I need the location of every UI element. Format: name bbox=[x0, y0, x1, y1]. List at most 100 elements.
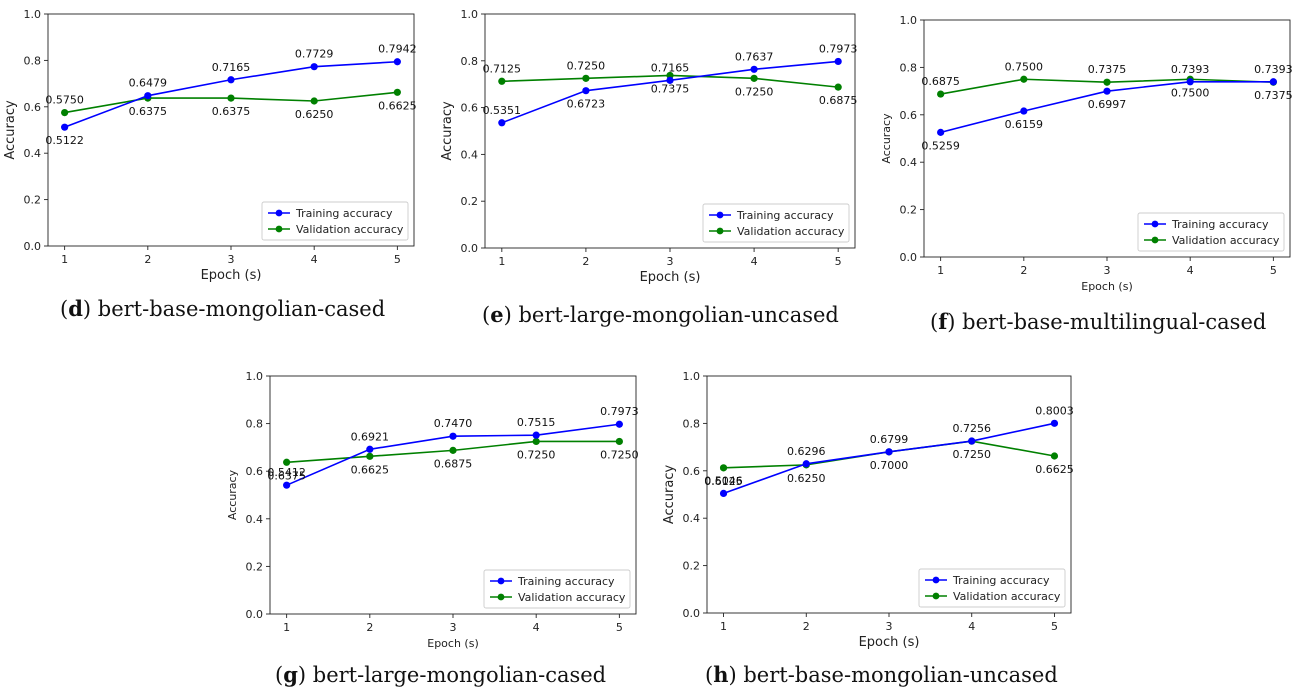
data-point bbox=[393, 88, 401, 96]
caption-h: (h) bert-base-mongolian-uncased bbox=[705, 662, 1058, 687]
x-tick-label: 5 bbox=[616, 621, 623, 634]
legend-label: Training accuracy bbox=[1171, 218, 1269, 231]
data-label: 0.7165 bbox=[212, 61, 251, 74]
data-label: 0.5046 bbox=[704, 474, 743, 487]
y-tick-label: 0.8 bbox=[24, 54, 42, 67]
data-point bbox=[666, 76, 674, 84]
caption-e: (e) bert-large-mongolian-uncased bbox=[482, 302, 839, 327]
data-point bbox=[366, 452, 374, 460]
chart-panel-f: 0.0 0.2 0.4 0.6 0.8 1.0 1 2 3 4 5 Epoch (s) Accuracy… bbox=[868, 0, 1298, 300]
y-tick-label: 0.0 bbox=[24, 240, 42, 253]
data-label: 0.5412 bbox=[267, 466, 306, 479]
x-axis-label: Epoch (s) bbox=[201, 268, 262, 283]
legend-label: Training accuracy bbox=[736, 209, 834, 222]
y-tick-label: 0.8 bbox=[683, 417, 701, 430]
legend-label: Validation accuracy bbox=[296, 223, 404, 236]
y-tick-label: 0.8 bbox=[461, 55, 479, 68]
caption-text-e: bert-large-mongolian-uncased bbox=[518, 303, 839, 327]
data-label: 0.7637 bbox=[735, 50, 774, 63]
data-label: 0.7375 bbox=[1254, 89, 1293, 102]
data-label: 0.6375 bbox=[267, 469, 306, 482]
data-label: 0.6125 bbox=[704, 475, 743, 488]
data-label: 0.6159 bbox=[1005, 118, 1043, 131]
data-point bbox=[498, 77, 506, 85]
data-label: 0.6625 bbox=[1035, 463, 1074, 476]
x-tick-label: 3 bbox=[886, 620, 893, 633]
legend-marker bbox=[497, 593, 505, 601]
data-point bbox=[61, 123, 69, 131]
legend-label: Validation accuracy bbox=[1172, 234, 1280, 247]
data-label: 0.8003 bbox=[1035, 404, 1074, 417]
y-tick-label: 0.0 bbox=[683, 607, 701, 620]
data-label: 0.6875 bbox=[434, 457, 473, 470]
data-label: 0.6875 bbox=[819, 94, 858, 107]
data-point bbox=[310, 63, 318, 71]
chart-panel-d: 0.0 0.2 0.4 0.6 0.8 1.0 1 2 3 4 5 Epoch (s) Accuracy… bbox=[0, 0, 420, 285]
data-label: 0.6921 bbox=[351, 430, 390, 443]
data-label: 0.5259 bbox=[921, 139, 960, 152]
x-tick-label: 5 bbox=[394, 253, 401, 266]
data-point bbox=[144, 92, 152, 100]
y-axis-label: Accuracy bbox=[662, 465, 677, 525]
data-label: 0.6375 bbox=[212, 105, 251, 118]
legend-box bbox=[1137, 212, 1285, 252]
x-tick-label: 4 bbox=[533, 621, 540, 634]
legend-label: Training accuracy bbox=[517, 575, 615, 588]
caption-g: (g) bert-large-mongolian-cased bbox=[275, 662, 607, 687]
data-point bbox=[719, 464, 728, 472]
legend-label: Validation accuracy bbox=[953, 590, 1061, 603]
data-point bbox=[802, 460, 810, 468]
data-point bbox=[582, 74, 590, 82]
legend-marker bbox=[932, 592, 940, 600]
legend-label: Training accuracy bbox=[295, 207, 393, 220]
data-label: 0.6250 bbox=[787, 472, 826, 485]
y-tick-label: 0.2 bbox=[24, 194, 42, 207]
data-point bbox=[1103, 87, 1111, 95]
data-point bbox=[1050, 452, 1059, 460]
y-tick-label: 0.8 bbox=[246, 418, 264, 431]
data-label: 0.5122 bbox=[45, 134, 84, 147]
legend-marker bbox=[716, 227, 724, 235]
data-point bbox=[750, 74, 758, 82]
data-point bbox=[393, 58, 401, 66]
y-tick-label: 1.0 bbox=[683, 370, 701, 383]
x-tick-label: 1 bbox=[937, 264, 944, 277]
caption-text-d: bert-base-mongolian-cased bbox=[97, 297, 386, 321]
x-axis-label: Epoch (s) bbox=[640, 270, 701, 285]
legend-box bbox=[483, 569, 631, 609]
legend-box bbox=[918, 568, 1066, 608]
data-label: 0.7256 bbox=[952, 422, 991, 435]
legend-marker bbox=[275, 209, 283, 217]
data-label: 0.7250 bbox=[735, 85, 774, 98]
x-axis-label: Epoch (s) bbox=[427, 637, 479, 650]
y-tick-label: 0.2 bbox=[683, 560, 701, 573]
x-tick-label: 2 bbox=[803, 620, 810, 633]
caption-text-f: bert-base-multilingual-cased bbox=[962, 310, 1267, 334]
y-tick-label: 0.6 bbox=[900, 109, 918, 122]
chart-panel-g: 0.0 0.2 0.4 0.6 0.8 1.0 1 2 3 4 5 Epoch (s) Accuracy… bbox=[218, 360, 648, 650]
x-tick-label: 3 bbox=[228, 253, 235, 266]
data-label: 0.7515 bbox=[517, 416, 556, 429]
chart-panel-e: 0.0 0.2 0.4 0.6 0.8 1.0 1 2 3 4 5 Epoch (s) Accuracy… bbox=[435, 0, 865, 290]
legend-marker bbox=[1151, 220, 1159, 228]
chart-svg-f: 0.0 0.2 0.4 0.6 0.8 1.0 1 2 3 4 5 Epoch (s) Accuracy… bbox=[880, 14, 1293, 293]
x-tick-label: 3 bbox=[450, 621, 457, 634]
legend-marker bbox=[1151, 236, 1159, 244]
chart-svg-d: 0.0 0.2 0.4 0.6 0.8 1.0 1 2 3 4 5 Epoch (s) Accuracy… bbox=[3, 8, 417, 283]
data-point bbox=[719, 489, 728, 498]
legend-marker bbox=[932, 576, 940, 584]
chart-svg-g: 0.0 0.2 0.4 0.6 0.8 1.0 1 2 3 4 5 Epoch (s) Accuracy… bbox=[226, 370, 639, 650]
x-tick-label: 5 bbox=[1270, 264, 1277, 277]
x-tick-label: 2 bbox=[1020, 264, 1027, 277]
legend-marker bbox=[275, 225, 283, 233]
data-point bbox=[1103, 78, 1111, 86]
legend-label: Validation accuracy bbox=[737, 225, 845, 238]
data-point bbox=[449, 446, 457, 454]
data-label: 0.6479 bbox=[129, 77, 168, 90]
x-tick-label: 1 bbox=[498, 255, 505, 268]
data-point bbox=[366, 445, 374, 453]
y-tick-label: 0.0 bbox=[246, 608, 264, 621]
y-tick-label: 0.4 bbox=[461, 148, 479, 161]
data-point bbox=[449, 432, 457, 440]
